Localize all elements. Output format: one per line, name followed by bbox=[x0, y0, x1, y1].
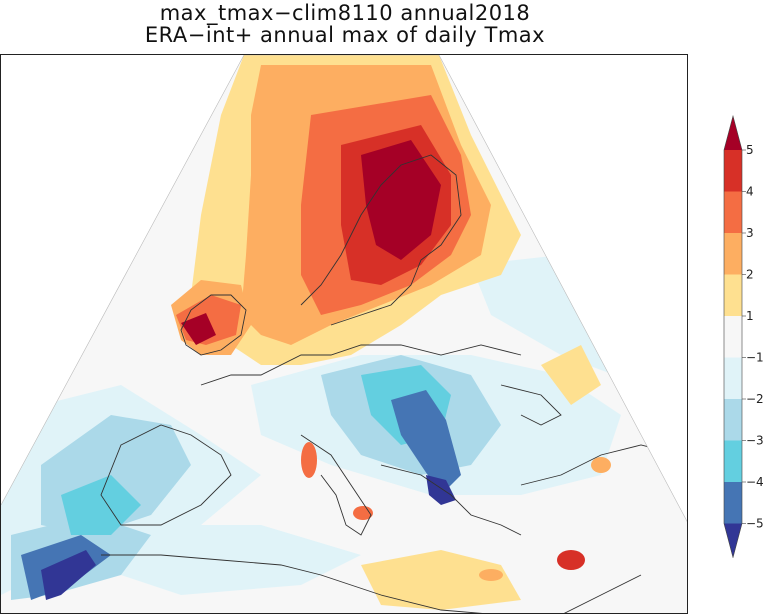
map-title-line1: max_tmax−clim8110 annual2018 bbox=[159, 1, 531, 25]
colorbar-extend-low bbox=[724, 523, 742, 558]
extreme-cool-morocco bbox=[41, 550, 96, 600]
cool-field-africa bbox=[121, 525, 361, 595]
colorbar-segment-m3_m2 bbox=[724, 399, 742, 441]
colorbar-segment-2_3 bbox=[724, 233, 742, 275]
very-cool-balkans bbox=[391, 390, 461, 495]
map-title-line2: ERA−int+ annual max of daily Tmax bbox=[144, 23, 546, 47]
colorbar-label: −1 bbox=[746, 351, 764, 365]
colorbar-label: 1 bbox=[746, 309, 754, 323]
colorbar-label: 2 bbox=[746, 268, 754, 282]
hot-spot-crete bbox=[479, 569, 503, 581]
strong-cool-iberia bbox=[61, 475, 141, 535]
colorbar-segment-1_2 bbox=[724, 274, 742, 317]
colorbar-segment-m1_1 bbox=[724, 316, 742, 358]
mild-warm-turkey bbox=[541, 345, 601, 405]
colorbar-label: 3 bbox=[746, 226, 754, 240]
very-cool-greece bbox=[426, 475, 456, 505]
colorbar-segment-m2_m1 bbox=[724, 357, 742, 400]
hot-spot-levant bbox=[557, 550, 585, 570]
colorbar: 5 4 3 2 1 −1 −2 −3 −4 −5 bbox=[723, 114, 764, 558]
mild-warm-africa bbox=[361, 550, 521, 610]
colorbar-label: −2 bbox=[746, 392, 764, 406]
colorbar-segment-4_5 bbox=[724, 150, 742, 192]
map-boundary bbox=[1, 55, 687, 522]
extreme-hot-scandinavia bbox=[361, 140, 441, 260]
colorbar-label: 4 bbox=[746, 185, 754, 199]
colorbar-segment-m4_m3 bbox=[724, 440, 742, 483]
hot-spot-cyprus bbox=[591, 457, 611, 473]
coastlines bbox=[100, 154, 682, 613]
anomaly-map bbox=[1, 55, 687, 613]
hot-spot-sicily bbox=[353, 506, 373, 520]
colorbar-extend-high bbox=[724, 116, 742, 150]
hot-spot-corsica bbox=[301, 442, 317, 478]
extreme-hot-britain bbox=[181, 313, 216, 345]
colorbar-label: −5 bbox=[746, 517, 764, 531]
map-frame bbox=[0, 54, 688, 614]
colorbar-segment-m5_m4 bbox=[724, 482, 742, 524]
colorbar-label: −4 bbox=[746, 475, 764, 489]
colorbar-label: 5 bbox=[746, 143, 754, 157]
colorbar-segment-3_4 bbox=[724, 191, 742, 234]
colorbar-label: −3 bbox=[746, 434, 764, 448]
